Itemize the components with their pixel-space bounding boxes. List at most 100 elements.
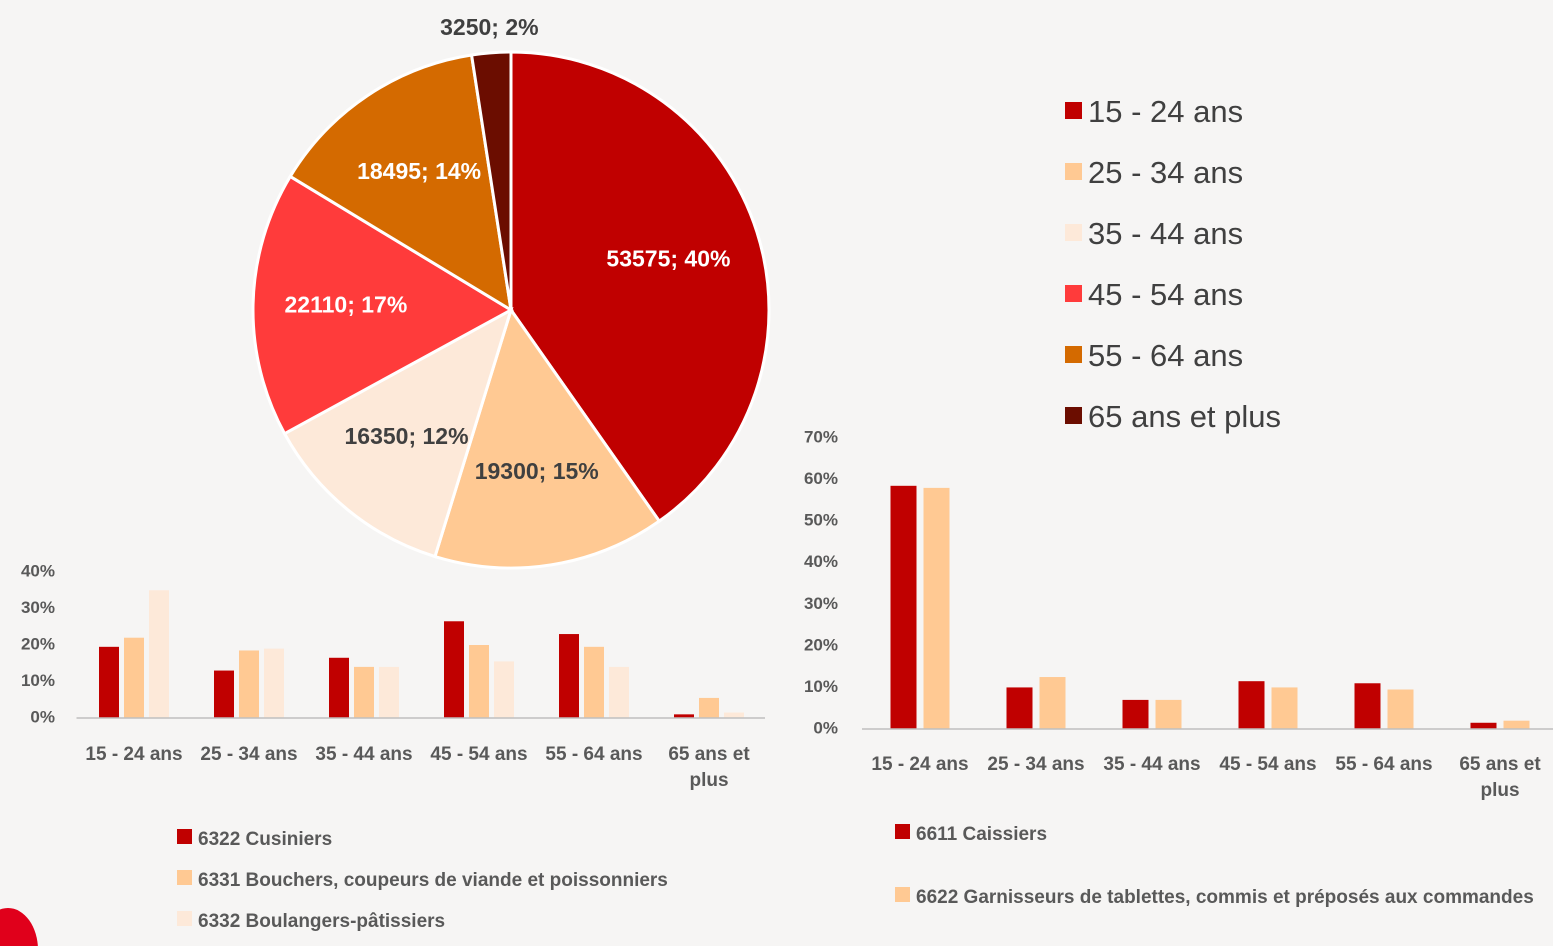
bar: [494, 661, 514, 718]
bar: [124, 637, 144, 718]
legend-entry: 55 - 64 ans: [1065, 338, 1243, 374]
legend-entry: 45 - 54 ans: [1065, 277, 1243, 313]
x-tick-label: 25 - 34 ans: [987, 754, 1085, 775]
data-label: 53575; 40%: [606, 245, 730, 271]
pie-slice: [469, 50, 513, 311]
legend-swatch: [895, 824, 910, 839]
legend-entry: 25 - 34 ans: [1065, 155, 1243, 191]
bar: [379, 666, 399, 718]
pie-slice: [288, 53, 513, 313]
bar: [559, 634, 579, 718]
bar: [1238, 681, 1265, 729]
bar: [890, 485, 917, 729]
y-tick-label: 70%: [804, 427, 838, 446]
data-label: 3250; 2%: [440, 14, 538, 40]
legend-entry: 15 - 24 ans: [1065, 94, 1243, 130]
bar: [99, 646, 119, 718]
bar: [1470, 722, 1497, 729]
legend-label: 45 - 54 ans: [1088, 277, 1244, 312]
legend-swatch: [1065, 102, 1082, 119]
bar: [149, 590, 169, 718]
legend-label: 6332 Boulangers-pâtissiers: [198, 911, 446, 932]
data-label: 19300; 15%: [475, 458, 599, 484]
legend-entry: 6331 Bouchers, coupeurs de viande et poi…: [177, 868, 817, 894]
bar: [674, 714, 694, 718]
data-label: 16350; 12%: [345, 423, 469, 449]
bar: [923, 487, 950, 729]
legend-label: 25 - 34 ans: [1088, 155, 1244, 190]
bar: [699, 697, 719, 718]
bar: [264, 648, 284, 718]
bar: [1006, 687, 1033, 729]
x-tick-label: 65 ans et plus: [668, 744, 750, 791]
bar: [214, 670, 234, 718]
pie-slice: [251, 174, 515, 436]
bar: [724, 712, 744, 718]
legend-entry: 6622 Garnisseurs de tablettes, commis et…: [895, 885, 1535, 911]
data-label: 22110; 17%: [285, 291, 408, 317]
x-tick-label: 35 - 44 ans: [1103, 754, 1201, 775]
legend-swatch: [1065, 285, 1082, 302]
legend-swatch: [177, 911, 192, 926]
bar: [1122, 699, 1149, 729]
bar: [1039, 677, 1066, 729]
bar: [1271, 687, 1298, 729]
x-tick-label: 35 - 44 ans: [315, 744, 413, 765]
bar: [1503, 720, 1530, 729]
legend-swatch: [177, 829, 192, 844]
y-tick-label: 10%: [21, 671, 55, 690]
legend-entry: 6322 Cusiniers: [177, 827, 817, 853]
logo-shape: [0, 908, 38, 946]
x-tick-label: 45 - 54 ans: [430, 744, 528, 765]
legend-label: 6322 Cusiniers: [198, 829, 333, 850]
x-tick-label: 55 - 64 ans: [545, 744, 643, 765]
bar: [609, 666, 629, 718]
legend-entry: 35 - 44 ans: [1065, 216, 1243, 252]
y-tick-label: 0%: [813, 718, 838, 737]
legend-label: 6622 Garnisseurs de tablettes, commis et…: [916, 887, 1534, 908]
x-tick-label: 45 - 54 ans: [1219, 754, 1317, 775]
legend-label: 6611 Caissiers: [916, 824, 1048, 845]
legend-label: 6331 Bouchers, coupeurs de viande et poi…: [198, 870, 668, 891]
pie-slice: [282, 306, 514, 559]
bar: [1387, 689, 1414, 729]
x-tick-label: 65 ans et plus: [1459, 754, 1541, 801]
x-tick-label: 25 - 34 ans: [200, 744, 298, 765]
y-tick-label: 30%: [804, 594, 838, 613]
legend-entry: 65 ans et plus: [1065, 399, 1281, 435]
y-tick-label: 30%: [21, 598, 55, 617]
legend-label: 55 - 64 ans: [1088, 338, 1244, 373]
y-tick-label: 60%: [804, 469, 838, 488]
bar: [354, 666, 374, 718]
y-tick-label: 20%: [804, 635, 838, 654]
legend-swatch: [1065, 224, 1082, 241]
legend-label: 35 - 44 ans: [1088, 216, 1244, 251]
bar: [239, 650, 259, 718]
x-tick-label: 55 - 64 ans: [1335, 754, 1433, 775]
y-tick-label: 50%: [804, 511, 838, 530]
y-tick-label: 40%: [804, 552, 838, 571]
legend-swatch: [177, 870, 192, 885]
bar: [329, 657, 349, 718]
pie-slice: [433, 306, 662, 570]
bar: [444, 621, 464, 718]
legend-label: 15 - 24 ans: [1088, 94, 1244, 129]
bar: [1155, 699, 1182, 729]
legend-swatch: [895, 887, 910, 902]
pie-slice: [509, 50, 771, 524]
x-tick-label: 15 - 24 ans: [85, 744, 183, 765]
bar: [469, 645, 489, 718]
y-tick-label: 10%: [804, 677, 838, 696]
x-tick-label: 15 - 24 ans: [871, 754, 969, 775]
legend-entry: 6611 Caissiers: [895, 822, 1535, 848]
legend-entry: 6332 Boulangers-pâtissiers: [177, 909, 817, 935]
bar: [584, 646, 604, 718]
y-tick-label: 40%: [21, 561, 55, 580]
legend-swatch: [1065, 407, 1082, 424]
y-tick-label: 20%: [21, 634, 55, 653]
legend-swatch: [1065, 346, 1082, 363]
y-tick-label: 0%: [30, 707, 55, 726]
legend-label: 65 ans et plus: [1088, 399, 1282, 434]
